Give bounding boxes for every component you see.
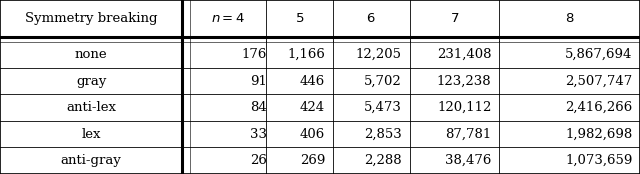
Text: 91: 91: [250, 75, 267, 88]
Text: 120,112: 120,112: [437, 101, 492, 114]
Text: Symmetry breaking: Symmetry breaking: [25, 12, 157, 25]
Text: $5$: $5$: [294, 12, 304, 25]
Text: 446: 446: [300, 75, 325, 88]
Text: 87,781: 87,781: [445, 128, 492, 141]
Text: 26: 26: [250, 154, 267, 167]
Text: 38,476: 38,476: [445, 154, 492, 167]
Text: anti-lex: anti-lex: [66, 101, 116, 114]
Text: 2,416,266: 2,416,266: [565, 101, 632, 114]
Text: 5,702: 5,702: [364, 75, 402, 88]
Text: lex: lex: [81, 128, 101, 141]
Text: 1,982,698: 1,982,698: [565, 128, 632, 141]
Text: 5,867,694: 5,867,694: [565, 48, 632, 61]
Text: 2,288: 2,288: [364, 154, 402, 167]
Text: 1,166: 1,166: [287, 48, 325, 61]
Text: 2,853: 2,853: [364, 128, 402, 141]
Text: 123,238: 123,238: [437, 75, 492, 88]
Text: 5,473: 5,473: [364, 101, 402, 114]
Text: 424: 424: [300, 101, 325, 114]
Text: 176: 176: [241, 48, 267, 61]
Text: 33: 33: [250, 128, 267, 141]
Text: $n = 4$: $n = 4$: [211, 12, 245, 25]
Text: 269: 269: [300, 154, 325, 167]
Text: none: none: [75, 48, 108, 61]
Text: 406: 406: [300, 128, 325, 141]
Text: $8$: $8$: [565, 12, 574, 25]
Text: 1,073,659: 1,073,659: [565, 154, 632, 167]
Text: 2,507,747: 2,507,747: [565, 75, 632, 88]
Text: $6$: $6$: [367, 12, 376, 25]
Text: $7$: $7$: [450, 12, 459, 25]
Text: 84: 84: [250, 101, 267, 114]
Text: 12,205: 12,205: [356, 48, 402, 61]
Text: 231,408: 231,408: [437, 48, 492, 61]
Text: anti-gray: anti-gray: [61, 154, 122, 167]
Text: gray: gray: [76, 75, 106, 88]
